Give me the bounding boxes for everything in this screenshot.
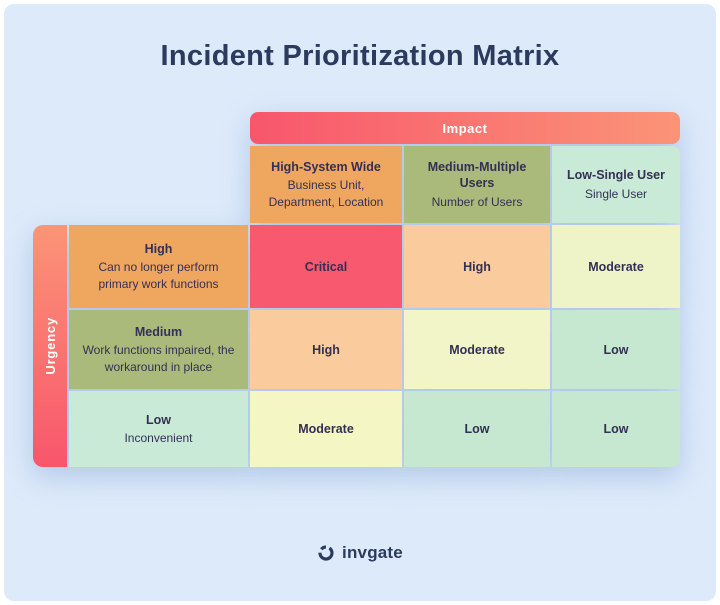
row-header-title: Medium — [134, 325, 183, 340]
invgate-logo-text: invgate — [342, 543, 403, 562]
impact-axis-label: Impact — [442, 120, 488, 136]
matrix-cell-critical: Critical — [250, 225, 402, 308]
row-header-high-urgency: High Can no longer perform primary work … — [69, 225, 248, 308]
impact-axis-header: Impact — [250, 112, 680, 144]
matrix-cell-high: High — [404, 225, 550, 308]
footer: invgate — [4, 543, 716, 563]
matrix-cell-low: Low — [552, 391, 680, 467]
invgate-logo-icon — [317, 544, 335, 562]
column-header-subtitle: Number of Users — [431, 194, 523, 209]
matrix-cell-moderate: Moderate — [404, 310, 550, 389]
row-header-subtitle: Can no longer perform primary work funct… — [98, 260, 219, 291]
column-header-title: Low-Single User — [567, 168, 665, 183]
column-header-medium-impact: Medium-Multiple Users Number of Users — [404, 146, 550, 223]
row-header-low-urgency: Low Inconvenient — [69, 391, 248, 467]
column-header-subtitle: Business Unit, Department, Location — [268, 178, 384, 209]
urgency-axis-label: Urgency — [42, 317, 58, 375]
row-header-title: High — [144, 242, 173, 257]
column-header-title: Medium-Multiple Users — [427, 160, 527, 191]
matrix-cell-low: Low — [552, 310, 680, 389]
column-header-subtitle: Single User — [584, 186, 648, 201]
column-header-low-impact: Low-Single User Single User — [552, 146, 680, 223]
urgency-axis-header: Urgency — [33, 225, 67, 467]
row-header-subtitle: Inconvenient — [124, 431, 193, 446]
page-title: Incident Prioritization Matrix — [160, 40, 560, 72]
row-header-subtitle: Work functions impaired, the workaround … — [82, 343, 235, 374]
row-header-title: Low — [146, 412, 171, 427]
matrix-cell-high: High — [250, 310, 402, 389]
infographic-canvas: Incident Prioritization Matrix Impact Ur… — [4, 4, 716, 601]
column-header-title: High-System Wide — [271, 160, 381, 175]
matrix-cell-moderate: Moderate — [552, 225, 680, 308]
prioritization-matrix: Impact Urgency High-System Wide Business… — [33, 112, 680, 467]
row-header-medium-urgency: Medium Work functions impaired, the work… — [69, 310, 248, 389]
matrix-cell-moderate: Moderate — [250, 391, 402, 467]
matrix-cell-low: Low — [404, 391, 550, 467]
column-header-high-impact: High-System Wide Business Unit, Departme… — [250, 146, 402, 223]
